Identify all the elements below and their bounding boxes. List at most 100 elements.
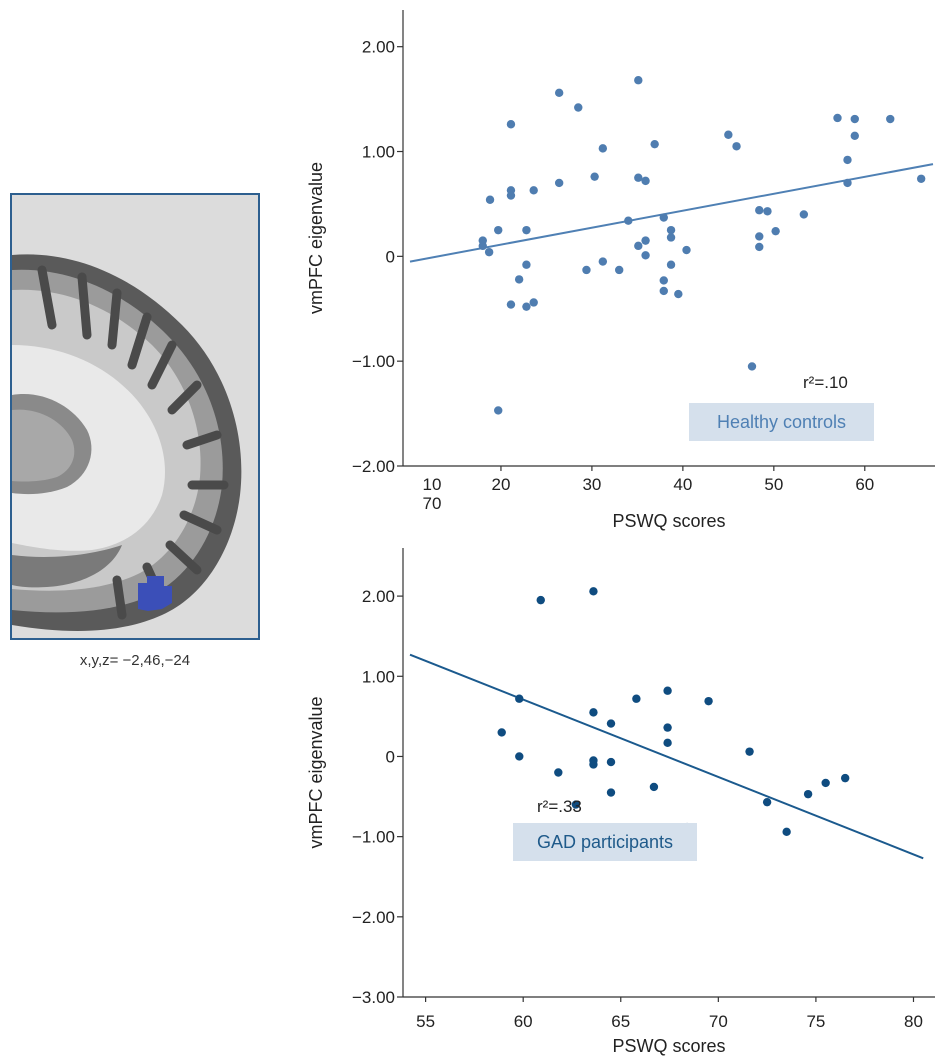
healthy-data-point <box>916 174 926 183</box>
healthy-data-point <box>506 300 516 309</box>
healthy-data-point <box>506 191 516 200</box>
healthy-data-point <box>634 241 643 251</box>
healthy-data-point <box>494 406 503 415</box>
healthy-data-point <box>634 173 643 182</box>
healthy-data-point <box>598 144 608 153</box>
gad-x-axis-title: PSWQ scores <box>612 1036 725 1056</box>
healthy-regression-line <box>409 163 934 263</box>
vmpfc-cluster <box>138 576 172 611</box>
gad-legend-label: GAD participants <box>537 832 673 852</box>
healthy-data-point <box>641 236 650 245</box>
healthy-data-point <box>886 114 895 124</box>
healthy-data-point <box>478 241 487 251</box>
healthy-x-tick-label: 40 <box>673 475 692 494</box>
gad-data-point <box>663 723 672 732</box>
gad-y-axis-title: vmPFC eigenvalue <box>306 696 326 848</box>
healthy-data-point <box>574 103 583 112</box>
healthy-data-point <box>666 225 676 235</box>
gad-data-point <box>782 827 791 837</box>
brain-sagittal-image <box>10 193 260 640</box>
gad-data-point <box>745 747 754 756</box>
gad-y-tick-label: 1.00 <box>362 667 395 686</box>
gad-y-tick-label: −3.00 <box>352 988 395 1007</box>
gad-data-point <box>606 719 616 728</box>
gad-x-tick-label: 55 <box>416 1012 435 1031</box>
healthy-x-tick-label: 60 <box>855 475 874 494</box>
gad-x-tick-label: 80 <box>904 1012 923 1031</box>
gad-x-tick-label: 65 <box>611 1012 630 1031</box>
healthy-x-tick-label: 50 <box>764 475 783 494</box>
healthy-data-point <box>799 210 809 219</box>
gad-data-point <box>515 694 524 703</box>
gad-x-tick-label: 75 <box>806 1012 825 1031</box>
healthy-data-point <box>674 289 683 299</box>
gad-data-point <box>632 694 641 703</box>
brain-coordinates-caption: x,y,z= −2,46,−24 <box>79 652 191 669</box>
healthy-data-point <box>590 172 599 181</box>
healthy-data-point <box>641 251 650 260</box>
gad-y-tick-label: −1.00 <box>352 828 395 847</box>
gad-data-point <box>589 760 598 769</box>
healthy-data-point <box>833 113 842 123</box>
healthy-data-point <box>522 260 531 269</box>
gad-data-point <box>803 789 813 799</box>
gad-data-point <box>515 752 524 761</box>
healthy-data-point <box>529 186 538 195</box>
healthy-data-point <box>666 233 676 242</box>
gad-data-point <box>589 708 598 717</box>
gad-data-point <box>649 782 659 792</box>
healthy-x-axis-title: PSWQ scores <box>612 511 725 531</box>
healthy-data-point <box>624 216 633 225</box>
healthy-data-point <box>641 176 650 186</box>
healthy-y-tick-label: 0 <box>386 247 395 266</box>
healthy-data-point <box>666 260 676 269</box>
healthy-data-point <box>598 257 608 266</box>
healthy-y-tick-label: −2.00 <box>352 457 395 476</box>
healthy-data-point <box>659 213 668 222</box>
gad-data-point <box>762 797 772 807</box>
healthy-data-point <box>650 139 659 149</box>
gad-data-point <box>663 686 672 695</box>
healthy-data-point <box>634 76 643 85</box>
gad-data-point <box>536 595 545 605</box>
healthy-x-tick-sublabel: 70 <box>423 494 442 513</box>
healthy-legend-box <box>689 403 874 441</box>
gad-x-tick-label: 60 <box>514 1012 533 1031</box>
healthy-data-point <box>755 232 764 241</box>
healthy-data-point <box>485 195 495 204</box>
healthy-data-point <box>763 207 772 216</box>
gad-data-point <box>663 738 672 748</box>
healthy-data-point <box>582 265 591 275</box>
gad-data-point <box>571 800 581 809</box>
healthy-data-point <box>615 265 624 275</box>
healthy-data-point <box>529 298 538 307</box>
gad-regression-line <box>409 653 924 860</box>
healthy-data-point <box>506 120 516 129</box>
healthy-data-point <box>659 286 668 296</box>
gad-legend-box <box>513 823 697 861</box>
healthy-data-point <box>850 114 859 124</box>
healthy-data-point <box>850 131 859 140</box>
healthy-x-tick-label: 20 <box>491 475 510 494</box>
gad-y-tick-label: 2.00 <box>362 587 395 606</box>
healthy-data-point <box>554 88 564 98</box>
healthy-r-squared-annotation: r²=.10 <box>803 373 848 392</box>
healthy-data-point <box>771 226 780 236</box>
healthy-data-point <box>732 142 741 151</box>
healthy-data-point <box>554 178 564 188</box>
healthy-x-tick-label: 30 <box>582 475 601 494</box>
healthy-data-point <box>514 275 524 284</box>
gad-data-point <box>840 773 850 783</box>
healthy-data-point <box>522 225 531 235</box>
healthy-data-point <box>659 276 668 285</box>
gad-data-point <box>821 778 830 788</box>
healthy-data-point <box>747 362 757 371</box>
healthy-data-point <box>522 302 531 311</box>
gad-data-point <box>606 788 616 797</box>
healthy-legend-label: Healthy controls <box>717 412 846 432</box>
healthy-data-point <box>494 225 503 235</box>
healthy-data-point <box>755 206 764 215</box>
gad-data-point <box>554 768 563 777</box>
healthy-data-point <box>484 247 494 257</box>
